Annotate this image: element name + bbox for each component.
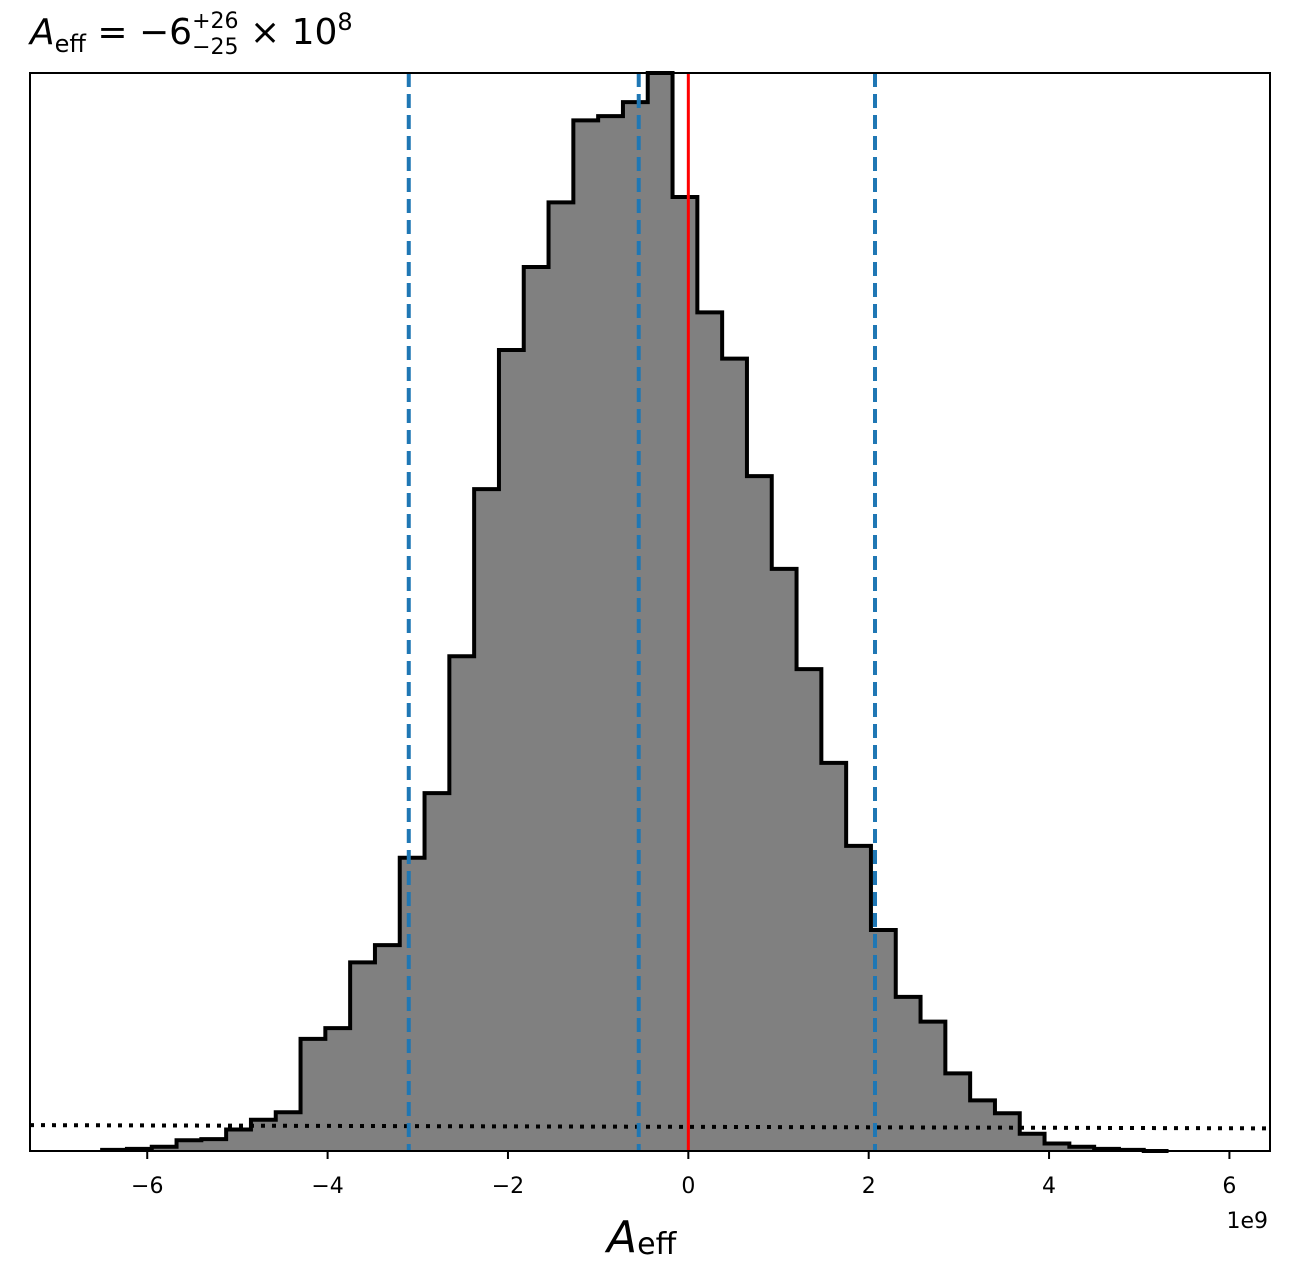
histogram-bar (176, 1140, 202, 1151)
histogram-bar (821, 762, 847, 1151)
histogram-bar (300, 1038, 326, 1151)
histogram-bar (573, 120, 599, 1151)
axes-frame (29, 72, 1271, 1152)
histogram-bar (895, 996, 922, 1151)
histogram-bar (424, 793, 450, 1151)
histogram-bar (449, 656, 475, 1151)
x-axis-label: Aeff (604, 1212, 678, 1263)
x-axis-offset-label: 1e9 (1226, 1209, 1268, 1234)
x-axis-ticks: −6 −4 −2 0 2 4 6 (131, 1151, 1236, 1199)
histogram-bar (746, 476, 773, 1151)
x-tick-label: 2 (862, 1174, 876, 1199)
histogram-bars (102, 73, 1145, 1152)
histogram-bar (647, 73, 674, 1151)
x-tick-label: −6 (131, 1174, 163, 1199)
histogram-bar (970, 1100, 996, 1151)
histogram-bar (598, 116, 624, 1152)
histogram-bar (1019, 1133, 1046, 1151)
histogram-bar (722, 358, 748, 1151)
x-tick-label: 6 (1222, 1174, 1236, 1199)
x-tick-label: −4 (311, 1174, 343, 1199)
histogram-bar (474, 489, 500, 1151)
histogram-bar (226, 1129, 252, 1151)
x-tick-label: 4 (1042, 1174, 1056, 1199)
histogram-bar (1044, 1143, 1070, 1151)
x-tick-label: 0 (681, 1174, 695, 1199)
histogram-bar (622, 102, 649, 1152)
histogram-bar (771, 568, 798, 1151)
histogram-bar (151, 1146, 178, 1151)
histogram-bar (945, 1073, 971, 1151)
histogram-bar (275, 1112, 302, 1151)
histogram-bar (325, 1028, 351, 1151)
histogram-bar (201, 1139, 227, 1151)
histogram-outline (100, 71, 1169, 1153)
histogram-bar (920, 1021, 946, 1151)
x-tick-label: −2 (492, 1174, 524, 1199)
histogram-bar (399, 857, 426, 1151)
histogram-bar (796, 669, 822, 1151)
histogram-bar (498, 350, 525, 1151)
histogram-bar (548, 202, 574, 1152)
histogram-bar (672, 196, 698, 1152)
chart-title: Aeff = −6+26 −25 × 108 (28, 8, 353, 60)
histogram-bar (350, 962, 376, 1151)
histogram-bar (1069, 1146, 1095, 1151)
histogram-bar (523, 267, 550, 1151)
histogram-bar (994, 1113, 1021, 1151)
histogram-bar (697, 312, 723, 1151)
histogram-bar (846, 845, 872, 1151)
vertical-lines (406, 73, 878, 1151)
histogram-bar (374, 945, 401, 1151)
